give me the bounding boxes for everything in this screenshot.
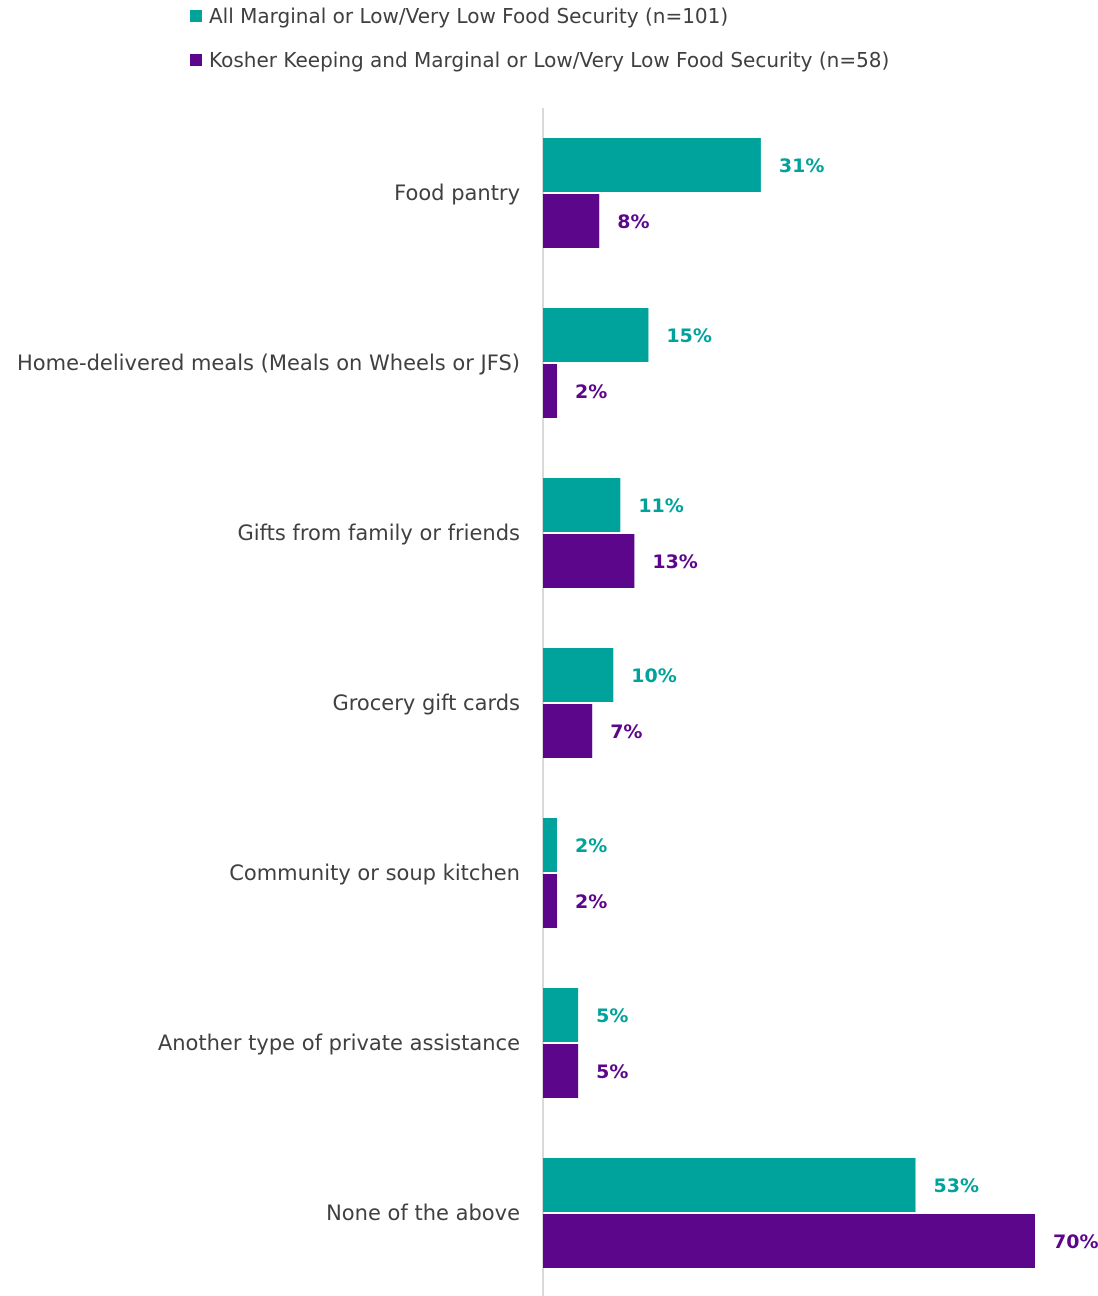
value-label-series-2: 2% — [575, 381, 607, 403]
value-label-series-1: 10% — [631, 665, 676, 687]
bar-series-2 — [543, 1044, 579, 1098]
value-label-series-2: 8% — [617, 211, 649, 233]
value-label-series-2: 5% — [596, 1061, 628, 1083]
legend-swatch-2 — [190, 54, 202, 66]
bar-series-2 — [543, 534, 635, 588]
legend-label-1: All Marginal or Low/Very Low Food Securi… — [209, 4, 728, 28]
value-label-series-1: 31% — [779, 155, 824, 177]
value-label-series-1: 11% — [638, 495, 683, 517]
bar-series-2 — [543, 874, 558, 928]
bar-series-1 — [543, 1158, 916, 1212]
bars — [543, 138, 1035, 1268]
value-label-series-1: 2% — [575, 835, 607, 857]
bar-series-1 — [543, 988, 579, 1042]
value-labels: 31% 8% 15% 2% 11% 13% 10% 7% 2% 2% 5% 5% 53% 70% — [575, 155, 1098, 1253]
bar-series-1 — [543, 818, 558, 872]
legend-swatch-1 — [190, 10, 202, 22]
bar-series-2 — [543, 704, 593, 758]
bar-series-2 — [543, 364, 558, 418]
value-label-series-2: 7% — [610, 721, 642, 743]
value-label-series-2: 2% — [575, 891, 607, 913]
value-label-series-1: 5% — [596, 1005, 628, 1027]
bar-series-1 — [543, 138, 761, 192]
category-label: Food pantry — [394, 181, 520, 205]
value-label-series-2: 13% — [652, 551, 697, 573]
category-label: Community or soup kitchen — [229, 861, 520, 885]
value-label-series-2: 70% — [1053, 1231, 1098, 1253]
legend-label-2: Kosher Keeping and Marginal or Low/Very … — [209, 48, 889, 72]
value-label-series-1: 15% — [666, 325, 711, 347]
category-label: None of the above — [326, 1201, 520, 1225]
bar-series-1 — [543, 478, 621, 532]
bar-series-2 — [543, 194, 600, 248]
category-label: Grocery gift cards — [332, 691, 520, 715]
category-label: Home-delivered meals (Meals on Wheels or… — [17, 351, 520, 375]
value-label-series-1: 53% — [934, 1175, 979, 1197]
legend: All Marginal or Low/Very Low Food Securi… — [190, 4, 889, 72]
category-labels: Food pantry Home-delivered meals (Meals o… — [17, 181, 520, 1225]
bar-series-1 — [543, 308, 649, 362]
bar-series-1 — [543, 648, 614, 702]
category-label: Another type of private assistance — [158, 1031, 520, 1055]
category-label: Gifts from family or friends — [237, 521, 520, 545]
bar-series-2 — [543, 1214, 1035, 1268]
